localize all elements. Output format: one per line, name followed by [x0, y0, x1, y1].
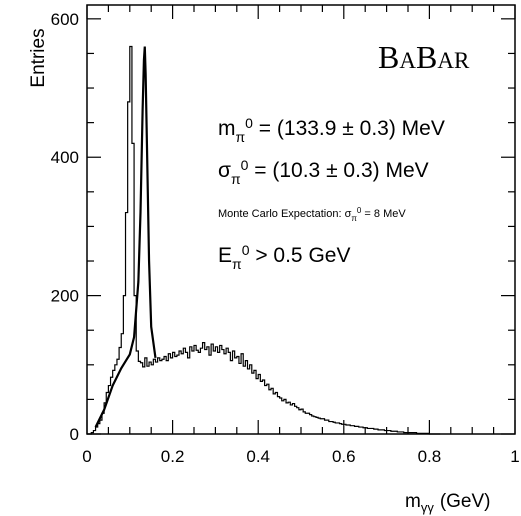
logo-letter-4: A: [437, 48, 454, 73]
x-tick-label: 0.4: [246, 447, 270, 466]
logo-letter-5: R: [454, 48, 470, 73]
mass-symbol: m: [218, 117, 236, 140]
y-tick-label: 0: [70, 425, 79, 444]
mc-superscript: 0: [357, 206, 362, 215]
axis-tick-labels: 0 0.2 0.4 0.6 0.8 1 0 200 400 600: [51, 10, 520, 466]
sigma-value: = (10.3 ± 0.3) MeV: [248, 159, 428, 182]
x-tick-label: 0: [82, 447, 91, 466]
mc-subscript: π: [351, 214, 357, 223]
histogram-series: [87, 45, 441, 435]
y-tick-label: 400: [51, 148, 79, 167]
mass-value: = (133.9 ± 0.3) MeV: [253, 117, 445, 140]
sigma-subscript: π: [231, 171, 241, 187]
axis-ticks: [86, 5, 516, 435]
x-tick-label: 0.8: [418, 447, 442, 466]
annotation-monte-carlo: Monte Carlo Expectation: σπ0 = 8 MeV: [218, 206, 406, 223]
x-tick-label: 0.2: [161, 447, 185, 466]
energy-value: > 0.5 GeV: [249, 244, 350, 267]
sigma-superscript: 0: [241, 157, 249, 173]
x-tick-label: 0.6: [332, 447, 356, 466]
x-tick-label: 1: [510, 447, 519, 466]
mass-superscript: 0: [245, 115, 253, 131]
mc-value: = 8 MeV: [361, 208, 406, 220]
logo-letter-1: B: [378, 39, 399, 75]
x-axis-title-symbol: m: [405, 491, 421, 512]
annotation-sigma: σπ0 = (10.3 ± 0.3) MeV: [218, 157, 429, 187]
babar-logo: BABAR: [378, 39, 470, 75]
energy-subscript: π: [232, 256, 242, 272]
annotation-energy: Eπ0 > 0.5 GeV: [218, 242, 350, 272]
y-tick-label: 600: [51, 10, 79, 29]
energy-symbol: E: [218, 244, 232, 267]
mass-subscript: π: [236, 129, 246, 145]
y-axis-title: Entries: [28, 28, 49, 87]
y-tick-label: 200: [51, 287, 79, 306]
logo-letter-2: A: [399, 48, 416, 73]
sigma-symbol: σ: [218, 159, 231, 182]
annotation-mass: mπ0 = (133.9 ± 0.3) MeV: [218, 115, 445, 145]
energy-superscript: 0: [242, 242, 250, 258]
mc-prefix: Monte Carlo Expectation:: [218, 208, 345, 220]
x-axis-title-unit: (GeV): [440, 491, 491, 512]
logo-letter-3: B: [416, 39, 437, 75]
fit-curve: [94, 46, 157, 428]
x-axis-title-subscript: γγ: [421, 500, 435, 515]
mc-symbol: σ: [345, 208, 352, 220]
x-axis-title: mγγ (GeV): [405, 491, 491, 515]
